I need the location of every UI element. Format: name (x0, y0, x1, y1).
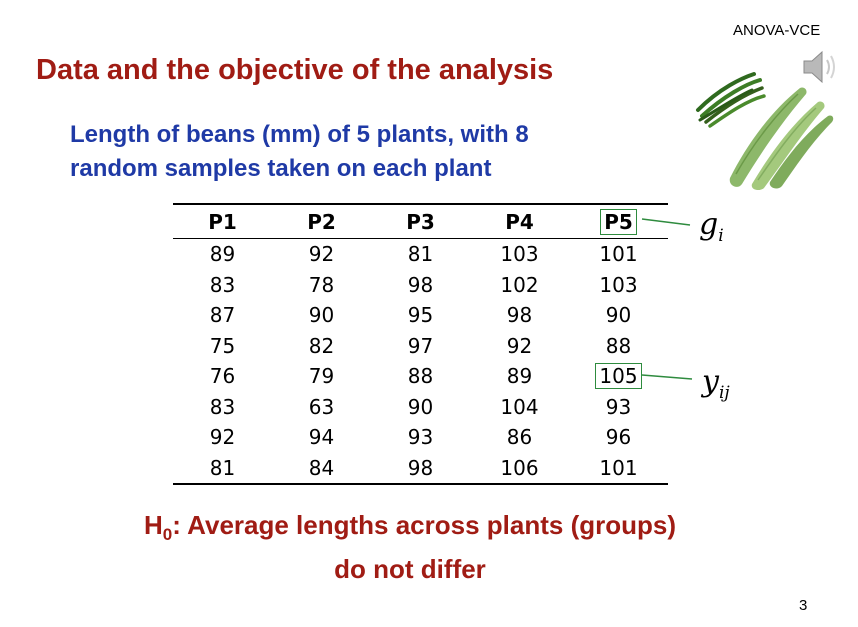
group-label: gi (699, 207, 724, 246)
table-cell: 79 (308, 364, 335, 389)
hypothesis-line-2: do not differ (334, 554, 486, 585)
page-number: 3 (799, 597, 808, 614)
table-row: 87 90 95 98 90 (173, 300, 668, 331)
column-header-p1: P1 (173, 204, 272, 239)
table-cell: 83 (209, 272, 236, 297)
table-cell: 82 (308, 333, 335, 358)
table-cell: 94 (308, 425, 335, 450)
obs-annotation-line (641, 374, 693, 380)
table-cell: 76 (209, 364, 236, 389)
group-annotation-line (641, 218, 691, 226)
hypothesis-line-1-text: : Average lengths across plants (groups) (172, 510, 676, 540)
table-cell: 88 (605, 333, 632, 358)
table-row: 92 94 93 86 96 (173, 422, 668, 453)
green-beans-image (696, 72, 834, 190)
null-hypothesis: H0: Average lengths across plants (group… (0, 508, 820, 586)
obs-symbol: y (702, 364, 719, 399)
table-row: 81 84 98 106 101 (173, 453, 668, 485)
highlighted-column-header: P5 (600, 208, 637, 235)
column-header-p4: P4 (470, 204, 569, 239)
table-cell: 103 (500, 242, 539, 267)
highlighted-cell: 105 (595, 363, 642, 390)
table-cell: 98 (407, 455, 434, 480)
table-row: 89 92 81 103 101 (173, 239, 668, 270)
table-cell: 75 (209, 333, 236, 358)
table-cell: 93 (605, 394, 632, 419)
subtitle-line-2: random samples taken on each plant (70, 155, 492, 182)
column-header-p3: P3 (371, 204, 470, 239)
table-cell: 98 (407, 272, 434, 297)
table-cell: 106 (500, 455, 539, 480)
table-row: 83 78 98 102 103 (173, 270, 668, 301)
table-cell: 87 (209, 303, 236, 328)
table-cell: 95 (407, 303, 434, 328)
table-row: 83 63 90 104 93 (173, 392, 668, 423)
table-cell: 89 (506, 364, 533, 389)
table-cell: 104 (500, 394, 539, 419)
column-header-p5: P5 (569, 204, 668, 239)
table-cell: 97 (407, 333, 434, 358)
table-cell: 89 (209, 242, 236, 267)
table-cell: 63 (308, 394, 335, 419)
table-cell: 86 (506, 425, 533, 450)
table-cell: 101 (599, 242, 638, 267)
table-row: 76 79 88 89 105 (173, 361, 668, 392)
table-cell: 93 (407, 425, 434, 450)
table-cell: 90 (407, 394, 434, 419)
table-cell: 102 (500, 272, 539, 297)
table-cell: 90 (308, 303, 335, 328)
subtitle-line-1: Length of beans (mm) of 5 plants, with 8 (70, 121, 529, 148)
table-cell: 84 (308, 455, 335, 480)
observation-label: yij (702, 364, 730, 403)
table-cell: 90 (605, 303, 632, 328)
group-symbol: g (699, 207, 719, 242)
table-cell: 92 (209, 425, 236, 450)
hypothesis-h: H (144, 510, 163, 540)
slide-title: Data and the objective of the analysis (36, 54, 554, 86)
table-cell: 92 (308, 242, 335, 267)
table-cell: 103 (599, 272, 638, 297)
table-cell: 88 (407, 364, 434, 389)
column-header-p2: P2 (272, 204, 371, 239)
hypothesis-h-sub: 0 (162, 525, 173, 545)
table-cell: 105 (569, 361, 668, 392)
table-cell: 78 (308, 272, 335, 297)
table-cell: 98 (506, 303, 533, 328)
table-cell: 81 (209, 455, 236, 480)
data-table-container: P1 P2 P3 P4 P5 89 92 81 103 101 83 78 98… (173, 203, 668, 485)
slide-subtitle: Length of beans (mm) of 5 plants, with 8… (70, 118, 529, 186)
obs-subscript: ij (718, 383, 730, 403)
table-cell: 96 (605, 425, 632, 450)
slide-tag: ANOVA-VCE (733, 22, 821, 39)
table-cell: 101 (599, 455, 638, 480)
bean-length-table: P1 P2 P3 P4 P5 89 92 81 103 101 83 78 98… (173, 203, 668, 485)
group-subscript: i (718, 226, 724, 246)
hypothesis-line-1: H0: Average lengths across plants (group… (0, 508, 820, 552)
table-cell: 92 (506, 333, 533, 358)
table-cell: 81 (407, 242, 434, 267)
table-header-row: P1 P2 P3 P4 P5 (173, 204, 668, 239)
table-row: 75 82 97 92 88 (173, 331, 668, 362)
table-cell: 83 (209, 394, 236, 419)
speaker-icon[interactable] (800, 47, 842, 87)
